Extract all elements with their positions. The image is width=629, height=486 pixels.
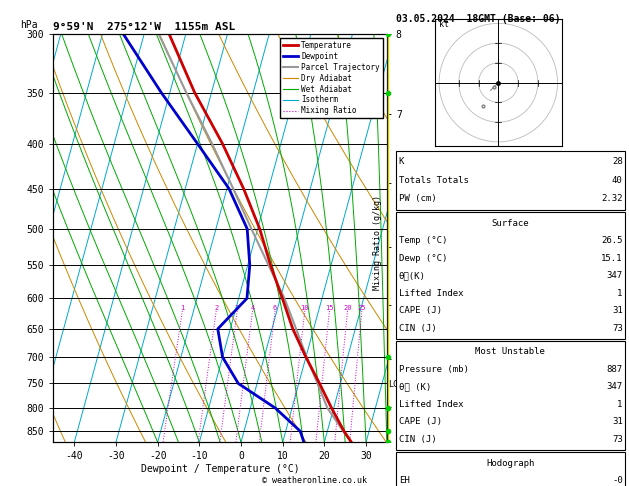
Text: hPa: hPa <box>20 20 38 30</box>
Text: Pressure (mb): Pressure (mb) <box>399 365 469 374</box>
Text: CAPE (J): CAPE (J) <box>399 306 442 315</box>
Text: CIN (J): CIN (J) <box>399 324 437 332</box>
Text: 1: 1 <box>181 305 184 311</box>
Text: Dewp (°C): Dewp (°C) <box>399 254 447 262</box>
Text: 347: 347 <box>606 271 623 280</box>
Text: EH: EH <box>399 476 409 485</box>
Text: PW (cm): PW (cm) <box>399 194 437 203</box>
Text: kt: kt <box>439 20 449 29</box>
Text: Hodograph: Hodograph <box>486 459 535 468</box>
Text: Totals Totals: Totals Totals <box>399 176 469 185</box>
Text: 887: 887 <box>606 365 623 374</box>
Text: 1: 1 <box>617 400 623 409</box>
Legend: Temperature, Dewpoint, Parcel Trajectory, Dry Adiabat, Wet Adiabat, Isotherm, Mi: Temperature, Dewpoint, Parcel Trajectory… <box>280 38 383 119</box>
Text: Lifted Index: Lifted Index <box>399 400 464 409</box>
Text: θᴄ (K): θᴄ (K) <box>399 382 431 391</box>
Text: -0: -0 <box>612 476 623 485</box>
Text: 26.5: 26.5 <box>601 236 623 245</box>
Text: θᴄ(K): θᴄ(K) <box>399 271 426 280</box>
X-axis label: Dewpoint / Temperature (°C): Dewpoint / Temperature (°C) <box>141 464 299 474</box>
Text: 28: 28 <box>612 157 623 166</box>
Y-axis label: km
ASL: km ASL <box>396 219 413 238</box>
Text: 347: 347 <box>606 382 623 391</box>
Text: Surface: Surface <box>492 219 529 227</box>
Text: CAPE (J): CAPE (J) <box>399 417 442 426</box>
Text: Mixing Ratio (g/kg): Mixing Ratio (g/kg) <box>373 195 382 291</box>
Text: Lifted Index: Lifted Index <box>399 289 464 297</box>
Text: Temp (°C): Temp (°C) <box>399 236 447 245</box>
Text: 9°59'N  275°12'W  1155m ASL: 9°59'N 275°12'W 1155m ASL <box>53 22 236 32</box>
Text: 15: 15 <box>325 305 334 311</box>
Text: 40: 40 <box>612 176 623 185</box>
Text: 73: 73 <box>612 435 623 444</box>
Text: 4: 4 <box>250 305 255 311</box>
Text: 15.1: 15.1 <box>601 254 623 262</box>
Text: 6: 6 <box>273 305 277 311</box>
Text: 73: 73 <box>612 324 623 332</box>
Text: K: K <box>399 157 404 166</box>
Text: 31: 31 <box>612 417 623 426</box>
Text: 3: 3 <box>235 305 239 311</box>
Text: LCL: LCL <box>388 380 403 389</box>
Text: 20: 20 <box>343 305 352 311</box>
Text: 31: 31 <box>612 306 623 315</box>
Text: 2: 2 <box>214 305 218 311</box>
Text: Most Unstable: Most Unstable <box>476 347 545 356</box>
Text: 1: 1 <box>617 289 623 297</box>
Text: 03.05.2024  18GMT (Base: 06): 03.05.2024 18GMT (Base: 06) <box>396 14 561 24</box>
Text: 10: 10 <box>301 305 309 311</box>
Text: © weatheronline.co.uk: © weatheronline.co.uk <box>262 476 367 485</box>
Text: CIN (J): CIN (J) <box>399 435 437 444</box>
Text: 25: 25 <box>358 305 366 311</box>
Text: 2.32: 2.32 <box>601 194 623 203</box>
